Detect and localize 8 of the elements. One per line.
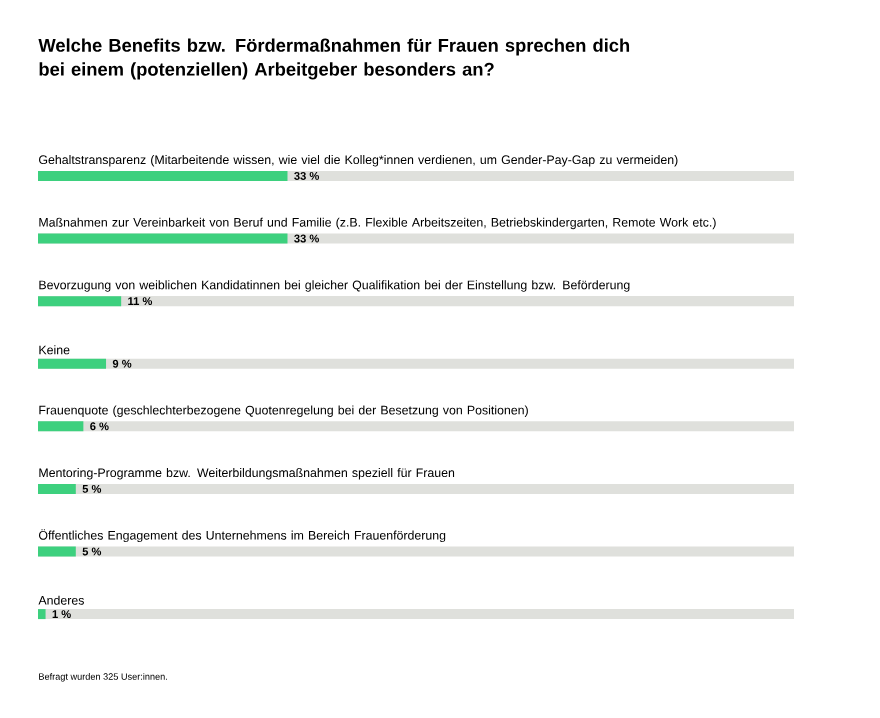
bar: [38, 233, 288, 244]
chart-title: Welche Benefits bzw. Fördermaßnahmen für Frauen sprechen dich bei einem (potenziellen) Arbeitgeber besonders an?: [38, 38, 630, 80]
bar: [38, 546, 76, 557]
bar: [38, 296, 122, 307]
bar: [38, 483, 76, 494]
bar: [38, 609, 46, 620]
bar: [38, 421, 84, 432]
bar: [38, 358, 107, 369]
